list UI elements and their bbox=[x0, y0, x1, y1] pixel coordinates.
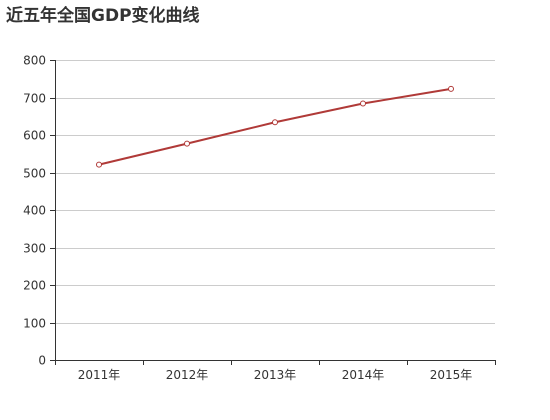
data-point[interactable] bbox=[272, 119, 278, 126]
y-tick-label: 700 bbox=[23, 92, 46, 106]
data-point[interactable] bbox=[184, 140, 190, 147]
y-tick-labels: 0 100 200 300 400 500 600 700 800 bbox=[23, 54, 46, 368]
data-point[interactable] bbox=[360, 100, 366, 107]
axes bbox=[50, 60, 496, 365]
series-line bbox=[98, 87, 452, 166]
data-point[interactable] bbox=[448, 85, 454, 92]
series bbox=[96, 85, 454, 168]
y-tick-label: 200 bbox=[23, 279, 46, 293]
y-tick-label: 600 bbox=[23, 129, 46, 143]
y-tick-label: 400 bbox=[23, 204, 46, 218]
x-tick-label: 2015年 bbox=[430, 368, 473, 382]
y-tick-label: 0 bbox=[38, 354, 46, 368]
chart-title: 近五年全国GDP变化曲线 bbox=[6, 6, 200, 26]
grid-lines bbox=[55, 60, 495, 324]
x-tick-labels: 2011年 2012年 2013年 2014年 2015年 bbox=[78, 368, 473, 382]
x-tick-label: 2014年 bbox=[342, 368, 385, 382]
data-point[interactable] bbox=[96, 161, 102, 168]
x-tick-label: 2012年 bbox=[166, 368, 209, 382]
x-tick-label: 2013年 bbox=[254, 368, 297, 382]
y-tick-label: 500 bbox=[23, 167, 46, 181]
x-tick-label: 2011年 bbox=[78, 368, 121, 382]
y-tick-label: 100 bbox=[23, 317, 46, 331]
y-tick-label: 800 bbox=[23, 54, 46, 68]
y-tick-label: 300 bbox=[23, 242, 46, 256]
